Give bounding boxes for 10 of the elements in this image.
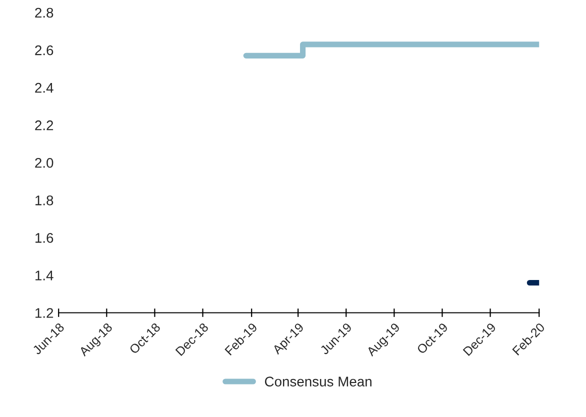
y-tick-label: 2.4 — [35, 82, 54, 93]
y-tick-label: 2.0 — [35, 158, 54, 168]
y-tick-label: 1.2 — [35, 308, 54, 318]
y-tick-label: 2.8 — [35, 8, 54, 18]
y-tick-label: 2.6 — [35, 45, 54, 56]
y-tick-label: 2.2 — [35, 120, 54, 130]
y-tick-label: 1.4 — [35, 270, 54, 280]
legend-label: Consensus Mean — [264, 376, 372, 386]
y-tick-label: 1.8 — [35, 195, 54, 206]
y-tick-label: 1.6 — [35, 233, 54, 243]
